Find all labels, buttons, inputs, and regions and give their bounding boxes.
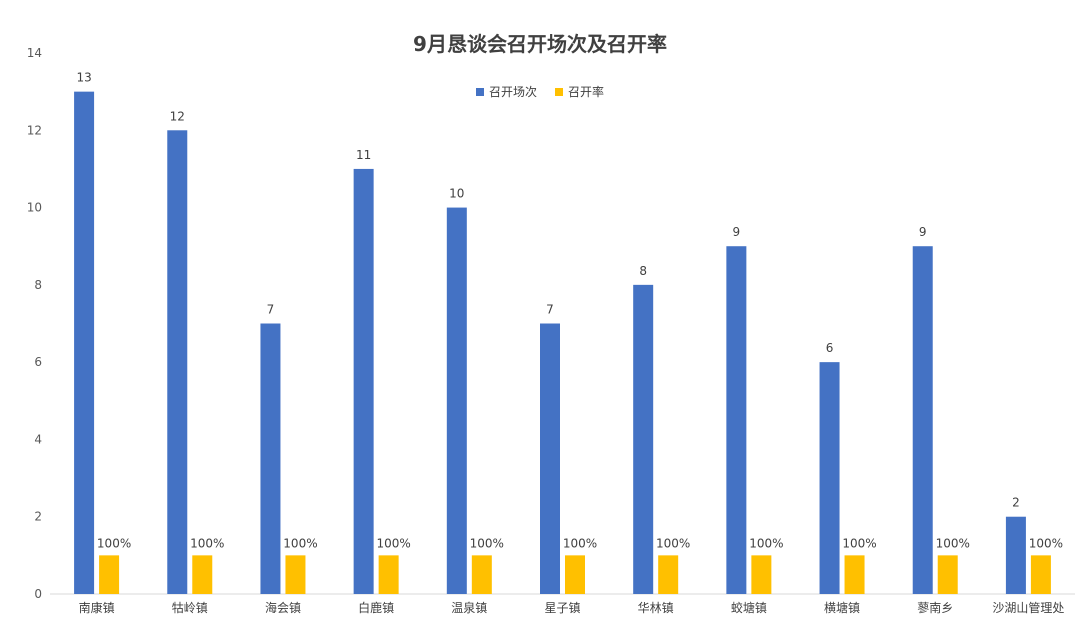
bar-series-2 [751,555,772,594]
data-label-series-2: 100% [190,536,224,550]
legend-swatch-series-1 [475,87,484,96]
bar-series-1 [353,168,374,594]
bar-series-2 [378,555,399,594]
legend-item-series-2: 召开率 [555,83,604,100]
bar-series-2 [285,555,306,594]
bar-series-2 [844,555,865,594]
data-label-series-2: 100% [936,536,970,550]
legend-item-series-1: 召开场次 [475,83,537,100]
y-tick-label: 10 [27,201,42,215]
data-label-series-1: 7 [267,303,275,317]
bar-series-2 [192,555,213,594]
bar-series-1 [74,91,95,595]
bar-series-1 [1005,516,1026,594]
y-tick-label: 2 [34,510,42,524]
data-label-series-1: 6 [826,341,834,355]
data-label-series-2: 100% [842,536,876,550]
data-label-series-1: 10 [449,187,464,201]
legend: 召开场次 召开率 [0,83,1080,100]
bar-series-2 [658,555,679,594]
x-tick-label: 蛟塘镇 [731,600,767,615]
x-tick-label: 牯岭镇 [172,601,208,615]
bar-series-1 [260,323,281,594]
x-tick-label: 蓼南乡 [917,600,953,615]
data-label-series-1: 2 [1012,496,1020,510]
bar-series-1 [633,284,654,594]
data-label-series-2: 100% [1029,536,1063,550]
bar-series-1 [819,362,840,594]
legend-swatch-series-2 [555,87,563,96]
data-label-series-2: 100% [283,536,317,550]
data-label-series-2: 100% [749,536,783,550]
y-tick-label: 4 [34,432,42,446]
data-label-series-1: 11 [356,148,371,162]
x-tick-label: 南康镇 [79,600,115,615]
x-tick-label: 沙湖山管理处 [992,600,1064,615]
bar-series-2 [1030,555,1051,594]
x-tick-label: 白鹿镇 [358,600,394,615]
data-label-series-1: 12 [170,109,185,123]
bar-series-1 [540,323,560,594]
data-label-series-2: 100% [376,536,410,550]
x-tick-label: 星子镇 [544,601,580,615]
y-tick-label: 8 [34,278,42,292]
legend-label-series-2: 召开率 [568,85,605,99]
bar-series-1 [726,246,747,594]
data-label-series-2: 100% [656,536,690,550]
x-tick-label: 海会镇 [265,600,301,615]
bar-series-1 [167,130,188,595]
x-tick-label: 华林镇 [638,601,674,615]
data-label-series-2: 100% [97,536,131,550]
bar-series-2 [565,555,585,594]
x-tick-label: 温泉镇 [451,601,487,615]
bar-series-2 [937,555,958,594]
y-tick-label: 12 [27,123,42,137]
data-label-series-1: 8 [639,264,647,278]
x-tick-label: 横塘镇 [824,600,860,615]
legend-label-series-1: 召开场次 [488,85,537,99]
bar-series-1 [912,246,933,594]
data-label-series-1: 9 [733,225,741,239]
y-tick-label: 0 [34,587,42,601]
data-label-series-2: 100% [470,536,504,550]
data-label-series-1: 9 [919,225,927,239]
bar-series-1 [446,207,467,595]
y-tick-label: 6 [34,355,42,369]
data-label-series-1: 7 [546,303,554,317]
data-label-series-1: 13 [76,71,91,85]
data-label-series-2: 100% [563,536,597,550]
bar-series-2 [99,555,120,594]
y-tick-label: 14 [27,46,42,60]
bar-series-2 [471,555,492,594]
chart-title: 9月恳谈会召开场次及召开率 [413,32,667,56]
